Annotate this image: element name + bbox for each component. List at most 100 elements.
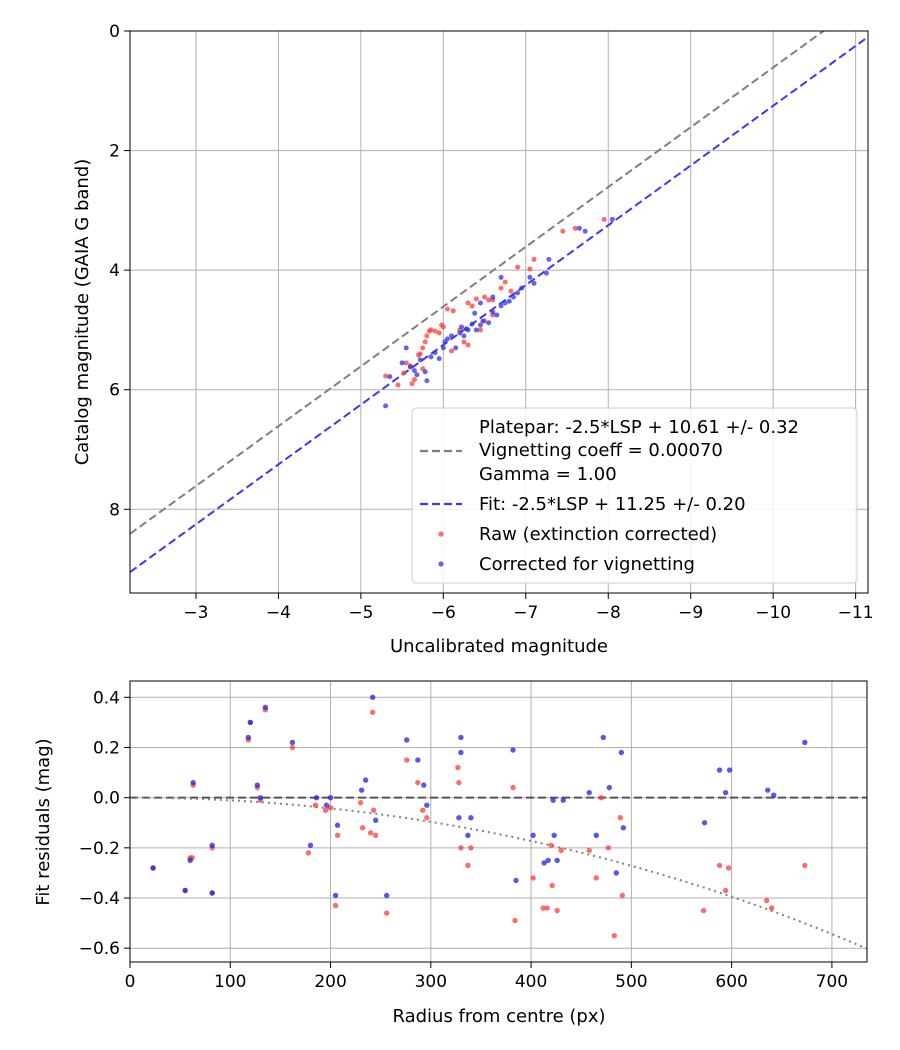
corrected-point <box>411 368 417 374</box>
raw-point <box>601 216 607 222</box>
residuals-plot-lines <box>130 796 867 950</box>
corrected-point <box>519 285 525 291</box>
raw-point <box>716 862 723 869</box>
raw-point <box>469 303 475 309</box>
magnitude-y-axis-label: Catalog magnitude (GAIA G band) <box>72 159 93 466</box>
raw-point <box>769 905 775 911</box>
x-tick-label: 300 <box>415 972 447 992</box>
legend-raw-text: Raw (extinction corrected) <box>479 524 717 545</box>
raw-point <box>456 779 462 786</box>
raw-point <box>486 297 492 303</box>
corrected-point <box>323 802 330 808</box>
raw-point <box>531 256 537 262</box>
x-tick-label: −9 <box>678 603 703 623</box>
raw-point <box>332 902 339 909</box>
corrected-point <box>414 372 420 378</box>
corrected-point <box>545 857 551 864</box>
corrected-point <box>453 345 459 351</box>
raw-point <box>512 917 518 924</box>
y-tick-label: −0.2 <box>79 839 120 859</box>
raw-point <box>327 805 334 811</box>
x-tick-label: 400 <box>515 972 547 992</box>
corrected-point <box>802 739 808 746</box>
corrected-point <box>582 228 588 234</box>
raw-point <box>432 328 438 334</box>
raw-point <box>502 279 508 285</box>
corrected-point <box>531 280 537 286</box>
corrected-point <box>358 787 365 793</box>
corrected-point <box>701 820 708 826</box>
corrected-point <box>369 694 376 701</box>
corrected-point <box>494 312 500 318</box>
y-tick-label: 4 <box>109 261 120 281</box>
corrected-point <box>618 749 625 756</box>
legend-platepar-text: Platepar: -2.5*LSP + 10.61 +/- 0.32 <box>479 417 799 438</box>
corrected-point <box>247 719 254 726</box>
corrected-point <box>421 782 427 788</box>
corrected-point <box>458 734 464 741</box>
residuals-y-axis-label: Fit residuals (mag) <box>33 738 54 905</box>
corrected-point <box>543 270 549 276</box>
x-tick-label: 100 <box>214 972 246 992</box>
corrected-point <box>424 802 430 808</box>
raw-point <box>305 850 312 856</box>
magnitude-plot-lines <box>130 31 868 573</box>
corrected-point <box>449 333 455 339</box>
raw-point <box>403 360 409 366</box>
raw-point <box>586 847 592 854</box>
y-tick-label: 0 <box>109 22 120 42</box>
residuals-plot-area <box>130 681 867 962</box>
raw-point <box>312 802 319 808</box>
raw-point <box>554 907 560 914</box>
legend-box <box>411 407 858 584</box>
corrected-point <box>472 310 478 316</box>
raw-point <box>468 845 474 851</box>
raw-point <box>473 296 479 302</box>
corrected-point <box>404 737 410 743</box>
raw-point <box>455 764 461 771</box>
raw-point <box>465 342 471 348</box>
raw-point <box>544 905 550 911</box>
corrected-point <box>403 345 409 351</box>
corrected-point <box>422 369 428 375</box>
raw-point <box>619 892 626 899</box>
corrected-point <box>415 757 421 763</box>
corrected-point <box>586 789 592 796</box>
corrected-point <box>372 817 379 823</box>
legend-raw-marker <box>438 531 444 537</box>
magnitude-plot: −3 −4 −5 −6 −7 −8 −9 −10 −11 0 2 4 6 8 Uncalibrated m… <box>72 22 874 657</box>
corrected-point <box>262 704 269 711</box>
corrected-point <box>458 749 464 756</box>
raw-point <box>420 807 426 813</box>
y-tick-label: 0.0 <box>93 789 120 809</box>
raw-point <box>530 875 536 881</box>
y-tick-label: −0.6 <box>79 939 120 959</box>
raw-point <box>700 907 707 914</box>
legend-gamma-text: Gamma = 1.00 <box>479 464 617 485</box>
raw-point <box>359 825 366 831</box>
corrected-point <box>716 767 723 773</box>
corrected-point <box>469 321 475 327</box>
raw-point <box>334 832 341 838</box>
raw-point <box>764 897 770 904</box>
x-tick-label: −3 <box>183 603 208 623</box>
x-tick-label: 600 <box>715 972 747 992</box>
corrected-point <box>620 825 627 831</box>
raw-point <box>549 882 555 889</box>
corrected-point <box>510 747 516 753</box>
raw-point <box>465 300 471 306</box>
corrected-point <box>254 782 261 788</box>
corrected-point <box>477 300 483 306</box>
corrected-point <box>444 336 450 342</box>
corrected-point <box>546 256 552 262</box>
raw-point <box>540 905 546 911</box>
raw-point <box>409 381 415 387</box>
raw-point <box>357 799 364 806</box>
corrected-point <box>417 357 423 363</box>
raw-point <box>449 348 455 354</box>
raw-point <box>548 842 554 849</box>
corrected-point <box>384 892 390 899</box>
x-tick-label: −10 <box>755 603 791 623</box>
vignetting-model-curve <box>130 796 867 950</box>
x-tick-label: 0 <box>125 972 136 992</box>
